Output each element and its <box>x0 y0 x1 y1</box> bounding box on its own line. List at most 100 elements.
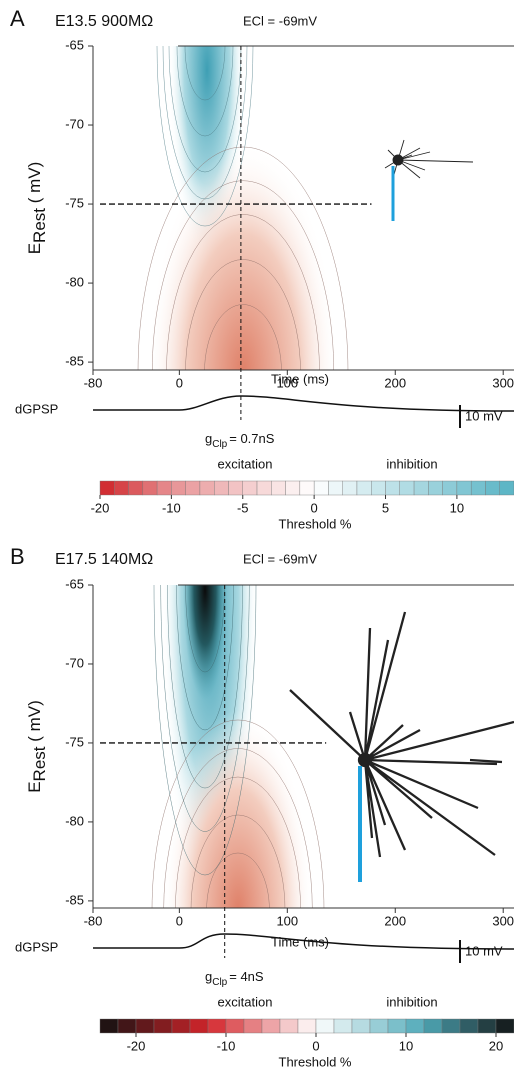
y-tick-label: -65 <box>65 576 84 591</box>
colorbar-segment <box>441 1018 461 1034</box>
colorbar-segment <box>369 1018 389 1034</box>
contour-line <box>204 304 282 370</box>
colorbar-segment <box>214 480 229 496</box>
colorbar-segment <box>333 1018 353 1034</box>
neuron-b <box>289 611 514 882</box>
colorbar-segment <box>385 480 400 496</box>
excitation-region <box>163 710 313 908</box>
colorbar-segment <box>356 480 372 496</box>
colorbar-segment <box>297 1018 317 1034</box>
colorbar-segment <box>228 480 243 496</box>
colorbar-segment <box>271 480 286 496</box>
colorbar-segment <box>279 1018 299 1034</box>
colorbar-tick-label: 10 <box>450 500 464 515</box>
colorbar-segment <box>189 1018 209 1034</box>
colorbar-segment <box>171 1018 191 1034</box>
inhibition-label: inhibition <box>386 994 437 1009</box>
colorbar-label: Threshold % <box>279 1054 352 1069</box>
contour-line <box>176 46 234 137</box>
colorbar-tick-label: 20 <box>489 1038 503 1053</box>
excitation-label: excitation <box>218 456 273 471</box>
colorbar-tick-label: -20 <box>127 1038 146 1053</box>
y-label-subscript: Rest <box>30 208 49 243</box>
g-text: = 4nS <box>229 969 264 984</box>
colorbar-segment <box>351 1018 371 1034</box>
colorbar-segment <box>135 1018 155 1034</box>
colorbar-segment <box>114 480 129 496</box>
y-tick-label: -85 <box>65 354 84 369</box>
colorbar-segment <box>156 480 172 496</box>
y-tick-label: -70 <box>65 116 84 131</box>
y-tick-label: -80 <box>65 275 84 290</box>
contour-line <box>167 585 243 789</box>
g-symbol: g <box>205 969 212 984</box>
contour-line <box>185 585 225 673</box>
inhibition-label: inhibition <box>386 456 437 471</box>
contour-line <box>137 146 349 370</box>
colorbar-segment <box>387 1018 407 1034</box>
contour-line <box>153 585 257 876</box>
colorbar-tick-label: 10 <box>399 1038 413 1053</box>
colorbar-tick-label: 5 <box>382 500 389 515</box>
y-tick-label: -85 <box>65 892 84 907</box>
contour-line <box>166 214 320 370</box>
contour-line <box>156 46 254 227</box>
scalebar-label: 10 mV <box>465 408 503 423</box>
y-label-unit: ( mV) <box>25 700 44 746</box>
colorbar-segment <box>477 1018 497 1034</box>
contour-line <box>175 776 301 908</box>
excitation-region <box>148 142 338 370</box>
colorbar-segment <box>371 480 386 496</box>
trace-label: dGPSP <box>15 401 58 416</box>
dgpsp-trace <box>93 933 514 950</box>
colorbar-segment <box>459 1018 479 1034</box>
inhibition-core <box>183 585 227 700</box>
contour-line <box>151 719 325 908</box>
colorbar-segment <box>495 1018 514 1034</box>
colorbar-tick-label: -20 <box>91 500 110 515</box>
colorbar-tick-label: 0 <box>311 500 318 515</box>
colorbar-segment <box>153 1018 173 1034</box>
contour-field <box>151 585 325 908</box>
colorbar-segment <box>99 1018 119 1034</box>
contour-line <box>162 46 248 200</box>
colorbar-segment <box>256 480 272 496</box>
y-label-subscript: Rest <box>30 746 49 781</box>
conductance-label: gClp = 4nS <box>205 969 264 987</box>
scalebar-label: 10 mV <box>465 943 503 958</box>
x-tick-label: 100 <box>276 375 298 390</box>
colorbar-segment <box>442 480 458 496</box>
neuron-a <box>384 139 474 221</box>
colorbar-segment <box>299 480 315 496</box>
colorbar-segment <box>142 480 158 496</box>
y-tick-label: -70 <box>65 655 84 670</box>
colorbar-segment <box>485 480 500 496</box>
colorbar-segment <box>117 1018 137 1034</box>
g-subscript: Clp <box>212 439 227 450</box>
colorbar-segment <box>128 480 144 496</box>
y-label-symbol: E <box>25 243 44 254</box>
x-tick-label: 0 <box>176 375 183 390</box>
contour-line <box>160 585 250 832</box>
contour-line <box>185 259 301 370</box>
contour-line <box>176 585 234 731</box>
colorbar-segment <box>328 480 343 496</box>
x-tick-label: 0 <box>176 913 183 928</box>
conductance-label: gClp = 0.7nS <box>205 431 275 449</box>
subtitle: ECl = -69mV <box>243 13 317 28</box>
x-tick-label: 200 <box>384 375 406 390</box>
colorbar-segment <box>315 1018 335 1034</box>
g-subscript: Clp <box>212 977 227 988</box>
contour-line <box>184 46 226 101</box>
colorbar-tick-label: -5 <box>237 500 249 515</box>
y-tick-label: -75 <box>65 195 84 210</box>
y-tick-label: -75 <box>65 734 84 749</box>
g-text: = 0.7nS <box>229 431 275 446</box>
g-symbol: g <box>205 431 212 446</box>
colorbar-segment <box>225 1018 245 1034</box>
y-tick-label: -65 <box>65 37 84 52</box>
colorbar-segment <box>171 480 186 496</box>
contour-line <box>152 180 334 370</box>
colorbar-segment <box>499 480 514 496</box>
